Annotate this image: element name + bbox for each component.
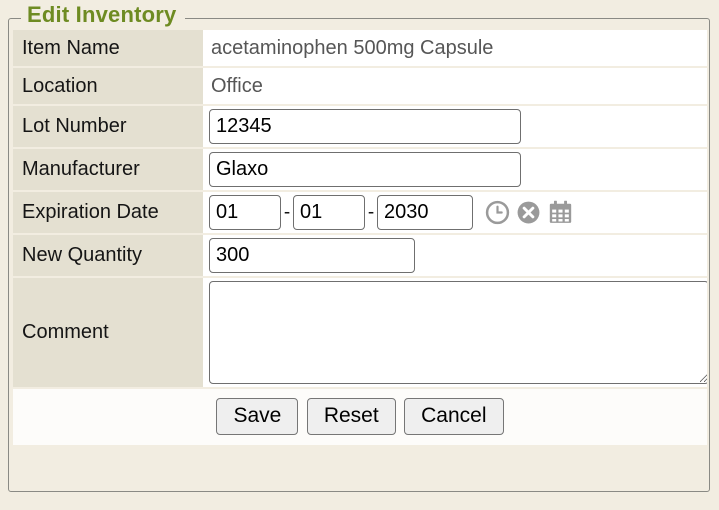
reset-button[interactable]: Reset <box>306 398 396 435</box>
new-quantity-input[interactable] <box>209 238 415 273</box>
comment-textarea[interactable] <box>209 281 707 384</box>
date-icon-group <box>485 199 574 226</box>
table-row-item-name: Item Name acetaminophen 500mg Capsule <box>13 30 707 68</box>
clear-icon[interactable] <box>516 200 541 225</box>
label-comment: Comment <box>13 277 203 389</box>
label-manufacturer: Manufacturer <box>13 148 203 192</box>
table-row-location: Location Office <box>13 67 707 106</box>
table-row-manufacturer: Manufacturer <box>13 148 707 192</box>
edit-inventory-fieldset: Edit Inventory Item Name acetaminophen 5… <box>8 2 710 492</box>
table-row-expiration-date: Expiration Date - - <box>13 191 707 235</box>
manufacturer-input[interactable] <box>209 152 521 187</box>
action-button-bar: Save Reset Cancel <box>13 388 707 445</box>
label-lot-number: Lot Number <box>13 105 203 149</box>
value-cell-expiration-date: - - <box>203 191 707 235</box>
location-value: Office <box>211 75 263 97</box>
item-name-value: acetaminophen 500mg Capsule <box>211 37 494 59</box>
save-button[interactable]: Save <box>216 398 299 435</box>
expiration-year-input[interactable] <box>377 195 473 230</box>
value-cell-lot-number <box>203 105 707 149</box>
label-new-quantity: New Quantity <box>13 234 203 278</box>
date-separator-1: - <box>283 202 291 223</box>
expiration-month-input[interactable] <box>209 195 281 230</box>
date-separator-2: - <box>367 202 375 223</box>
expiration-day-input[interactable] <box>293 195 365 230</box>
calendar-icon[interactable] <box>547 199 574 226</box>
inventory-form-table: Item Name acetaminophen 500mg Capsule Lo… <box>13 30 707 445</box>
label-expiration-date: Expiration Date <box>13 191 203 235</box>
value-cell-item-name: acetaminophen 500mg Capsule <box>203 30 707 68</box>
cancel-button[interactable]: Cancel <box>404 398 504 435</box>
table-row-actions: Save Reset Cancel <box>13 388 707 445</box>
value-cell-manufacturer <box>203 148 707 192</box>
clock-icon[interactable] <box>485 200 510 225</box>
table-row-comment: Comment <box>13 277 707 389</box>
table-row-lot-number: Lot Number <box>13 105 707 149</box>
label-item-name: Item Name <box>13 30 203 68</box>
table-row-new-quantity: New Quantity <box>13 234 707 278</box>
label-location: Location <box>13 67 203 106</box>
value-cell-new-quantity <box>203 234 707 278</box>
lot-number-input[interactable] <box>209 109 521 144</box>
expiration-date-group: - - <box>209 195 707 230</box>
value-cell-comment <box>203 277 707 389</box>
value-cell-location: Office <box>203 67 707 106</box>
page-title: Edit Inventory <box>21 2 185 28</box>
